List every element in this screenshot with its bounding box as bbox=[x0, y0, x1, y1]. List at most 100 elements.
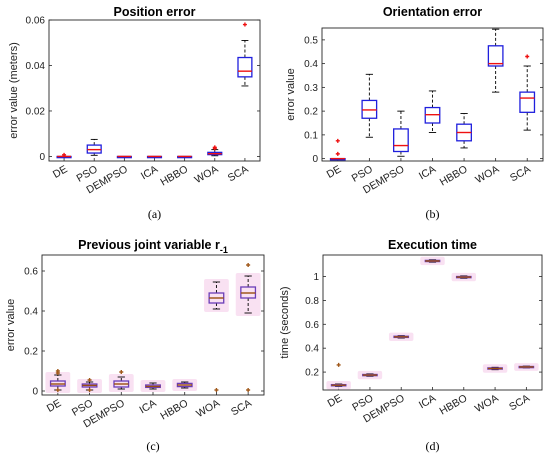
box-de bbox=[45, 369, 71, 393]
y-axis-label: error value bbox=[285, 68, 297, 121]
y-tick-label: 0.2 bbox=[24, 347, 38, 358]
x-tick-label: SCA bbox=[226, 163, 251, 184]
y-tick-label: 0.3 bbox=[304, 83, 318, 94]
x-tick-label: SCA bbox=[508, 163, 533, 184]
x-tick-label: DE bbox=[45, 397, 64, 415]
chart-title: Orientation error bbox=[383, 5, 482, 19]
x-tick-label: HBBO bbox=[158, 397, 190, 422]
y-tick-label: 0 bbox=[312, 154, 318, 165]
box-halo bbox=[204, 279, 229, 312]
outlier-point bbox=[335, 151, 340, 156]
y-tick-label: 0 bbox=[39, 152, 45, 163]
x-tick-label: DE bbox=[51, 163, 70, 181]
x-tick-label: DE bbox=[325, 163, 344, 181]
y-axis-label: error value (meters) bbox=[8, 42, 20, 139]
y-tick-label: 0.1 bbox=[304, 130, 318, 141]
y-tick-label: 0.6 bbox=[305, 320, 319, 331]
box-woa bbox=[207, 145, 223, 157]
x-tick-label: SCA bbox=[229, 397, 254, 418]
box-ica bbox=[424, 90, 441, 133]
y-axis-label: time (seconds) bbox=[279, 286, 291, 358]
y-tick-label: 0.2 bbox=[305, 368, 319, 379]
panel-caption: (d) bbox=[426, 439, 440, 453]
box-dempso bbox=[388, 332, 414, 342]
chart-panel-4: Execution time time (seconds) 0.2 0.4 0.6 0.8… bbox=[279, 238, 543, 453]
x-tick-label: ICA bbox=[139, 163, 160, 182]
box-body bbox=[487, 45, 504, 67]
y-tick-label: 0.04 bbox=[26, 61, 46, 72]
chart-panel-2: Orientation error error value 0 0.1 0.2 0.3 0.… bbox=[285, 5, 544, 221]
box-halo bbox=[235, 273, 261, 316]
x-tick-label: ICA bbox=[417, 392, 438, 411]
chart-panel-1: Position error error value (meters) 0 0.02 0… bbox=[8, 5, 261, 221]
box-hbbo bbox=[172, 379, 198, 391]
x-tick-label: HBBO bbox=[438, 163, 470, 188]
box-ica bbox=[140, 380, 166, 392]
outlier-point bbox=[246, 263, 251, 267]
box-woa bbox=[204, 279, 229, 392]
chart-title: Previous joint variable r-1 bbox=[78, 238, 228, 255]
outlier-point bbox=[525, 54, 530, 59]
x-tick-label: ICA bbox=[137, 397, 158, 416]
y-tick-label: 0.4 bbox=[24, 307, 38, 318]
box-pso bbox=[357, 370, 383, 380]
outlier-point bbox=[335, 138, 340, 143]
y-tick-label: 0 bbox=[32, 387, 38, 398]
outlier-point bbox=[87, 388, 92, 392]
box-halo bbox=[45, 372, 71, 393]
x-tick-label: DE bbox=[326, 392, 345, 410]
chart-panel-3: Previous joint variable r-1 error value 0 0… bbox=[5, 238, 265, 453]
chart-title: Execution time bbox=[388, 238, 477, 252]
box-hbbo bbox=[177, 155, 193, 159]
box-pso bbox=[77, 378, 102, 393]
box-woa bbox=[482, 364, 508, 373]
box-sca bbox=[235, 263, 261, 392]
box-body bbox=[519, 91, 536, 113]
outlier-point bbox=[242, 22, 247, 27]
y-tick-label: 0.4 bbox=[304, 59, 318, 70]
box-sca bbox=[237, 22, 253, 87]
panel-caption: (a) bbox=[148, 207, 161, 221]
box-ica bbox=[420, 256, 445, 266]
box-dempso bbox=[108, 370, 134, 392]
y-tick-label: 0.02 bbox=[26, 106, 46, 117]
plot-frame bbox=[322, 254, 543, 391]
chart-title-subscript: -1 bbox=[220, 245, 228, 255]
outlier-point bbox=[62, 152, 67, 157]
panel-caption: (c) bbox=[146, 439, 159, 453]
plot-frame bbox=[321, 27, 544, 162]
x-tick-label: ICA bbox=[417, 163, 438, 182]
box-body bbox=[237, 56, 253, 78]
box-pso bbox=[86, 138, 102, 156]
x-tick-label: HBBO bbox=[158, 163, 190, 188]
x-tick-label: WOA bbox=[473, 163, 501, 186]
x-tick-label: WOA bbox=[473, 392, 501, 415]
box-de bbox=[329, 138, 346, 161]
box-sca bbox=[514, 363, 539, 371]
chart-title: Position error bbox=[114, 5, 196, 19]
outlier-point bbox=[214, 388, 219, 392]
box-de bbox=[326, 362, 351, 390]
box-ica bbox=[146, 155, 163, 159]
box-hbbo bbox=[451, 272, 477, 282]
x-tick-label: WOA bbox=[193, 163, 221, 186]
y-tick-label: 0.4 bbox=[305, 344, 319, 355]
y-tick-label: 1 bbox=[313, 272, 319, 283]
y-axis-label: error value bbox=[5, 299, 17, 352]
x-tick-label: WOA bbox=[194, 397, 222, 420]
box-de bbox=[56, 152, 72, 159]
box-dempso bbox=[116, 155, 132, 159]
box-dempso bbox=[393, 110, 409, 157]
outlier-point bbox=[246, 388, 251, 392]
plot-frame bbox=[48, 19, 261, 162]
x-tick-label: HBBO bbox=[438, 392, 470, 417]
box-pso bbox=[361, 73, 378, 138]
y-tick-label: 0.06 bbox=[26, 16, 46, 27]
box-body bbox=[393, 128, 409, 153]
y-tick-label: 0.5 bbox=[304, 35, 318, 46]
outlier-point bbox=[87, 378, 92, 382]
plot-frame bbox=[41, 254, 265, 396]
box-hbbo bbox=[456, 113, 472, 149]
box-woa bbox=[487, 28, 504, 93]
